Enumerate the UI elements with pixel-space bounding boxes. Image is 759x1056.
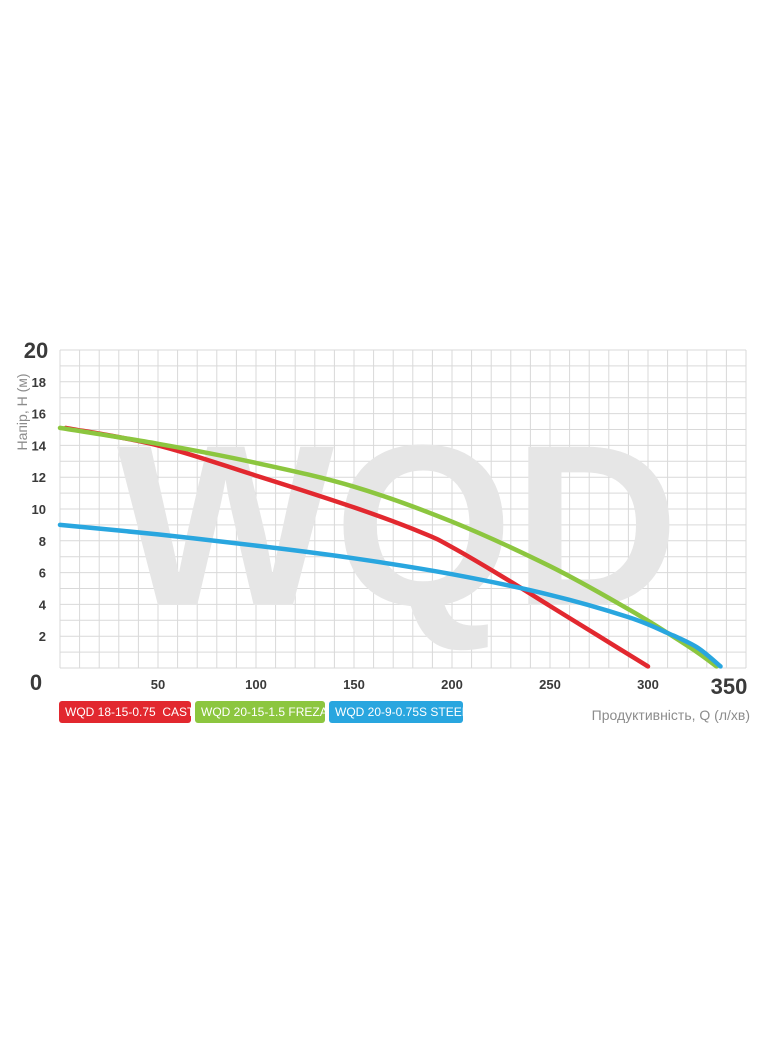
x-tick-label: 200	[441, 677, 463, 692]
y-tick-label: 12	[32, 470, 46, 485]
legend-item-steel: WQD 20-9-0.75S STEEL	[329, 701, 468, 723]
y-tick-label: 16	[32, 407, 46, 422]
x-tick-label: 350	[711, 674, 748, 699]
y-tick-label: 6	[39, 566, 46, 581]
y-tick-label: 2	[39, 629, 46, 644]
x-tick-label: 150	[343, 677, 365, 692]
y-tick-label: 20	[24, 338, 48, 363]
x-tick-label: 50	[151, 677, 165, 692]
chart-grid	[59, 349, 747, 669]
x-tick-label: 300	[637, 677, 659, 692]
y-tick-label: 18	[32, 375, 46, 390]
x-axis-label: Продуктивність, Q (л/хв)	[592, 707, 750, 723]
y-tick-label: 0	[30, 670, 42, 695]
legend-item-freza: WQD 20-15-1.5 FREZA	[195, 701, 328, 723]
series-line-cast	[63, 425, 651, 669]
y-tick-label: 4	[39, 597, 47, 612]
legend-label-freza: WQD 20-15-1.5 FREZA	[201, 705, 328, 719]
y-tick-label: 10	[32, 502, 46, 517]
x-tick-label: 100	[245, 677, 267, 692]
y-tick-label: 14	[32, 438, 47, 453]
series-line-steel	[57, 522, 723, 669]
y-tick-label: 8	[39, 534, 46, 549]
legend-label-steel: WQD 20-9-0.75S STEEL	[335, 705, 469, 719]
legend-item-cast: WQD 18-15-0.75 CAST	[59, 701, 195, 723]
axis-ticks: 0 2 4 6 8 10 12 14 16 18 20 50 100 150 200 250 300 350	[24, 338, 748, 699]
legend-label-cast: WQD 18-15-0.75 CAST	[65, 705, 195, 719]
x-tick-label: 250	[539, 677, 561, 692]
series-lines	[57, 425, 723, 669]
y-axis-label: Напір, Н (м)	[14, 373, 30, 450]
